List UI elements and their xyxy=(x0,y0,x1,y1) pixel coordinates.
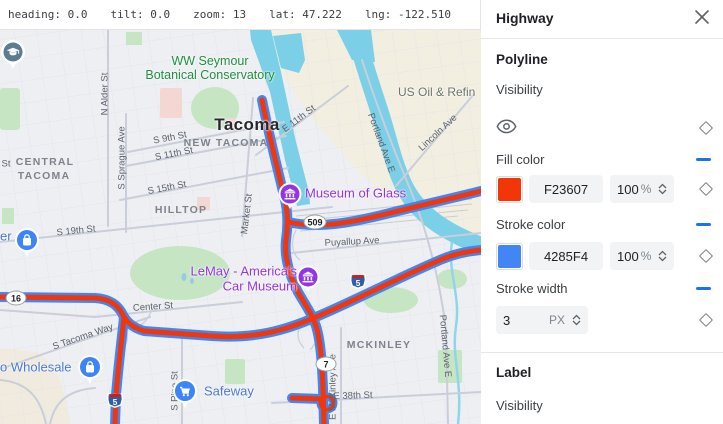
label-section-heading: Label xyxy=(496,365,532,380)
stroke-width-stepper[interactable] xyxy=(572,314,581,326)
shopping-cart-icon xyxy=(173,379,197,408)
school-poi-marker[interactable] xyxy=(0,39,26,70)
section-divider xyxy=(481,352,723,353)
stroke-opacity-unit: % xyxy=(640,249,652,263)
stroke-width-remove-icon[interactable] xyxy=(696,287,711,290)
fill-color-controls-row: 100 % xyxy=(496,175,714,203)
polyline-section-heading-row: Polyline xyxy=(496,52,711,67)
stroke-color-controls-row: 100 % xyxy=(496,242,714,270)
status-field: tilt: 0.0 xyxy=(110,8,171,21)
grocery-poi-marker[interactable] xyxy=(172,378,198,409)
stroke-opacity-field[interactable]: 100 % xyxy=(610,242,675,270)
chevron-up-icon xyxy=(658,250,667,256)
museum-building-icon xyxy=(296,265,320,292)
stroke-width-unit: PX xyxy=(548,313,565,327)
chevron-up-icon xyxy=(658,183,667,189)
panel-header: Highway xyxy=(481,0,723,39)
stroke-width-value: 3 xyxy=(503,312,511,328)
fill-color-hex-input[interactable] xyxy=(529,175,603,203)
museum-building-icon xyxy=(278,182,302,209)
stroke-color-hex-input[interactable] xyxy=(529,242,603,270)
map-geometry xyxy=(0,30,481,424)
chevron-down-icon xyxy=(658,189,667,195)
shopping-bag-icon xyxy=(78,355,102,384)
fill-color-remove-icon[interactable] xyxy=(696,158,711,161)
route-shield: 5 xyxy=(349,273,367,289)
visibility-label: Visibility xyxy=(496,82,543,97)
close-panel-button[interactable] xyxy=(692,8,712,28)
fill-color-inherit-diamond-icon[interactable] xyxy=(698,181,714,197)
camera-status-bar: heading: 0.0 tilt: 0.0 zoom: 13 lat: 47.222… xyxy=(0,0,481,30)
museum-poi-marker[interactable] xyxy=(295,264,321,295)
polyline-visibility-label-row: Visibility xyxy=(496,82,711,97)
stroke-color-label-row: Stroke color xyxy=(496,217,711,232)
feature-style-panel: Highway Polyline Visibility Fill color xyxy=(481,0,723,424)
stroke-color-label: Stroke color xyxy=(496,217,566,232)
stroke-color-remove-icon[interactable] xyxy=(696,223,711,226)
stroke-width-controls-row: 3 PX xyxy=(496,306,714,334)
fill-opacity-value: 100 xyxy=(617,181,639,197)
label-visibility-label-row: Visibility xyxy=(496,398,711,413)
status-field: heading: 0.0 xyxy=(8,8,88,21)
polyline-visibility-row xyxy=(496,116,714,140)
route-shield: 509 xyxy=(303,214,327,230)
chevron-up-icon xyxy=(572,314,581,320)
close-icon xyxy=(695,9,709,24)
status-field: lng: -122.510 xyxy=(364,8,452,21)
panel-title: Highway xyxy=(496,10,554,26)
stroke-width-label-row: Stroke width xyxy=(496,281,711,296)
route-shield: 7 xyxy=(315,356,337,372)
stroke-width-field[interactable]: 3 PX xyxy=(496,306,588,334)
status-field: lat: 47.222 xyxy=(269,8,342,21)
fill-color-swatch[interactable] xyxy=(496,175,523,203)
fill-opacity-stepper[interactable] xyxy=(658,183,667,195)
visibility-inherit-diamond-icon[interactable] xyxy=(698,120,714,136)
stroke-width-label: Stroke width xyxy=(496,281,568,296)
label-visibility-label: Visibility xyxy=(496,398,543,413)
stroke-opacity-value: 100 xyxy=(617,248,639,264)
route-shield: 16 xyxy=(5,290,27,306)
chevron-down-icon xyxy=(572,320,581,326)
museum-poi-marker[interactable] xyxy=(277,181,303,212)
fill-color-label-row: Fill color xyxy=(496,152,711,167)
shopping-poi-marker[interactable] xyxy=(14,227,40,258)
map-canvas[interactable]: WW Seymour Botanical Conservatory Tacoma NE… xyxy=(0,30,481,424)
status-field: zoom: 13 xyxy=(193,8,247,21)
stroke-width-inherit-diamond-icon[interactable] xyxy=(698,312,714,328)
chevron-down-icon xyxy=(658,256,667,262)
shopping-bag-icon xyxy=(15,228,39,257)
stroke-opacity-stepper[interactable] xyxy=(658,250,667,262)
visibility-toggle-button[interactable] xyxy=(496,119,517,137)
fill-opacity-unit: % xyxy=(640,182,652,196)
route-shield: 5 xyxy=(106,392,124,408)
shopping-poi-marker[interactable] xyxy=(77,354,103,385)
fill-color-label: Fill color xyxy=(496,152,545,167)
stroke-color-swatch[interactable] xyxy=(496,242,523,270)
stroke-color-inherit-diamond-icon[interactable] xyxy=(698,248,714,264)
label-section-heading-row: Label xyxy=(496,365,711,380)
eye-icon xyxy=(496,119,517,134)
polyline-section-heading: Polyline xyxy=(496,52,548,67)
graduation-cap-icon xyxy=(1,40,25,69)
fill-opacity-field[interactable]: 100 % xyxy=(610,175,675,203)
